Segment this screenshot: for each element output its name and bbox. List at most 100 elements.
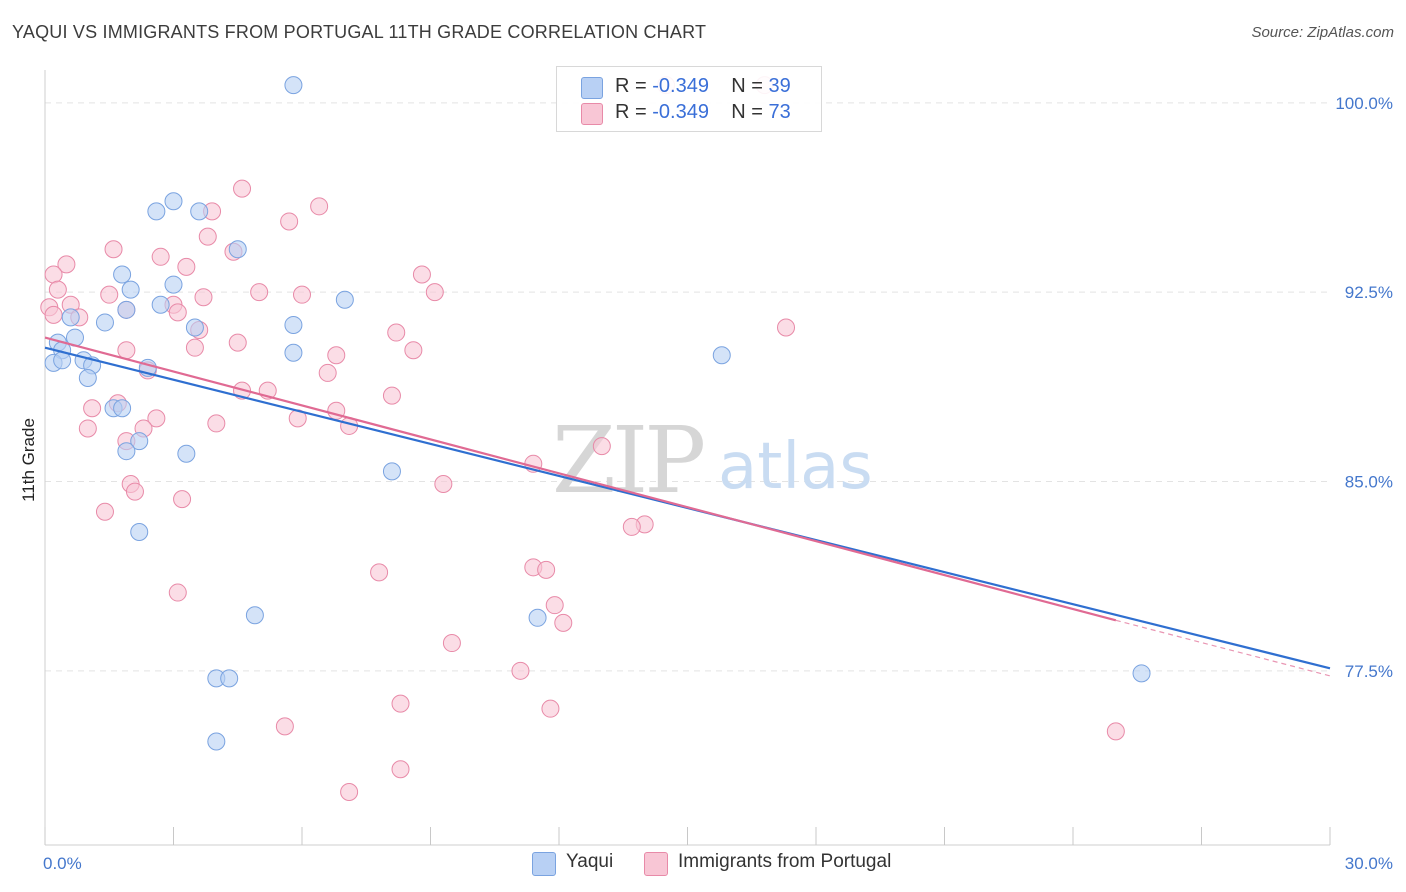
point-portugal: [391, 760, 410, 779]
point-portugal: [554, 613, 573, 632]
point-yaqui: [185, 318, 204, 337]
point-portugal: [541, 699, 560, 718]
point-yaqui: [220, 669, 239, 688]
legend-label-portugal: Immigrants from Portugal: [678, 851, 892, 872]
point-yaqui: [151, 295, 170, 314]
point-portugal: [95, 502, 114, 521]
x-tick-label: 30.0%: [1345, 854, 1393, 873]
point-portugal: [228, 333, 247, 352]
point-portugal: [125, 482, 144, 501]
point-portugal: [340, 782, 359, 801]
point-yaqui: [164, 275, 183, 294]
y-tick-label: 85.0%: [1345, 472, 1393, 491]
x-tick-label: 0.0%: [43, 854, 82, 873]
y-axis-title: 11th Grade: [19, 418, 38, 502]
point-portugal: [250, 283, 269, 302]
point-portugal: [622, 517, 641, 536]
point-yaqui: [117, 442, 136, 461]
point-yaqui: [78, 368, 97, 387]
y-tick-label: 92.5%: [1345, 283, 1393, 302]
point-yaqui: [121, 280, 140, 299]
point-yaqui: [382, 462, 401, 481]
portugal-swatch: [644, 852, 668, 876]
watermark-atlas: atlas: [718, 430, 873, 504]
point-yaqui: [335, 290, 354, 309]
trend-line-portugal: [44, 336, 1117, 622]
point-yaqui: [61, 308, 80, 327]
point-portugal: [327, 346, 346, 365]
correlation-legend: R = -0.349 N = 39 R = -0.349 N = 73: [556, 66, 822, 132]
point-portugal: [275, 717, 294, 736]
trend-lines: [44, 336, 1331, 677]
y-tick-label: 100.0%: [1335, 94, 1393, 113]
point-portugal: [310, 197, 329, 216]
point-portugal: [198, 227, 217, 246]
point-portugal: [777, 318, 796, 337]
point-portugal: [207, 414, 226, 433]
point-yaqui: [130, 522, 149, 541]
point-yaqui: [95, 313, 114, 332]
legend-label-yaqui: Yaqui: [566, 851, 614, 872]
point-portugal: [1106, 722, 1125, 741]
point-portugal: [434, 475, 453, 494]
point-portugal: [104, 240, 123, 259]
portugal-swatch: [581, 103, 603, 125]
point-yaqui: [1132, 664, 1151, 683]
point-portugal: [83, 399, 102, 418]
point-yaqui: [207, 732, 226, 751]
legend-n-label: N =: [731, 75, 769, 97]
point-yaqui: [113, 265, 132, 284]
yaqui-swatch: [581, 77, 603, 99]
y-tick-labels: 100.0% 92.5% 85.0% 77.5%: [1335, 94, 1393, 681]
point-yaqui: [117, 300, 136, 319]
point-yaqui: [245, 606, 264, 625]
point-portugal: [293, 285, 311, 304]
point-yaqui: [147, 202, 166, 221]
axes: [44, 70, 1331, 846]
point-portugal: [425, 283, 444, 302]
point-yaqui: [284, 343, 303, 362]
point-portugal: [387, 323, 406, 342]
point-portugal: [48, 280, 67, 299]
watermark: ZIP atlas: [552, 407, 873, 514]
point-portugal: [194, 288, 213, 307]
legend-r-value: -0.349: [652, 75, 709, 97]
point-portugal: [404, 341, 423, 360]
point-portugal: [78, 419, 97, 438]
series-legend: Yaqui Immigrants from Portugal: [0, 851, 1406, 879]
point-portugal: [44, 265, 63, 284]
point-portugal: [173, 490, 192, 509]
point-portugal: [168, 303, 187, 322]
point-portugal: [592, 437, 611, 456]
point-yaqui: [228, 240, 247, 259]
point-portugal: [442, 634, 461, 653]
series-yaqui-points: [44, 76, 1151, 751]
x-tick-labels: 0.0% 30.0%: [43, 854, 1393, 873]
point-portugal: [511, 661, 530, 680]
point-portugal: [382, 386, 401, 405]
point-yaqui: [528, 608, 547, 627]
point-portugal: [117, 341, 136, 360]
legend-r-value: -0.349: [652, 101, 709, 123]
point-yaqui: [164, 192, 183, 211]
trend-line-portugal-extension: [1115, 619, 1331, 677]
watermark-zip: ZIP: [552, 407, 703, 514]
point-portugal: [280, 212, 299, 231]
point-portugal: [233, 179, 252, 198]
point-portugal: [168, 583, 187, 602]
legend-r-label: R =: [615, 75, 653, 97]
point-portugal: [537, 560, 556, 579]
point-portugal: [391, 694, 410, 713]
point-yaqui: [130, 432, 149, 451]
point-yaqui: [284, 315, 303, 334]
point-portugal: [545, 596, 564, 615]
point-yaqui: [284, 76, 303, 95]
yaqui-swatch: [532, 852, 556, 876]
point-yaqui: [113, 399, 132, 418]
point-portugal: [318, 363, 337, 382]
point-portugal: [151, 247, 170, 266]
legend-n-value: 39: [768, 75, 791, 97]
point-portugal: [57, 255, 76, 274]
point-portugal: [412, 265, 431, 284]
